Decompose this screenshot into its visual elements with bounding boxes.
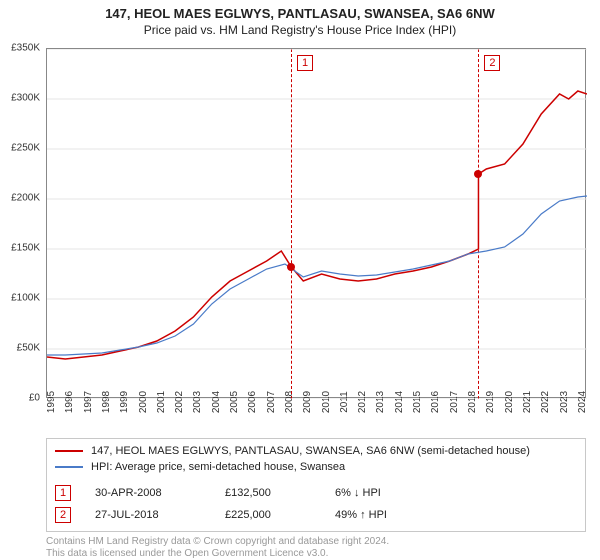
legend-box: 147, HEOL MAES EGLWYS, PANTLASAU, SWANSE…	[46, 438, 586, 532]
transaction-date-2: 27-JUL-2018	[95, 509, 225, 521]
copyright-line1: Contains HM Land Registry data © Crown c…	[46, 536, 389, 548]
transaction-pct-1: 6% ↓ HPI	[335, 487, 455, 499]
transaction-date-1: 30-APR-2008	[95, 487, 225, 499]
transaction-price-1: £132,500	[225, 487, 335, 499]
plot-region: 12	[46, 48, 586, 398]
legend-swatch-property	[55, 450, 83, 452]
transaction-dot-2	[474, 170, 482, 178]
title-line2: Price paid vs. HM Land Registry's House …	[10, 23, 590, 37]
legend-label-property: 147, HEOL MAES EGLWYS, PANTLASAU, SWANSE…	[91, 445, 530, 457]
ytick-label: £300K	[11, 93, 40, 104]
transaction-pct-2: 49% ↑ HPI	[335, 509, 455, 521]
ytick-label: £100K	[11, 293, 40, 304]
copyright-line2: This data is licensed under the Open Gov…	[46, 548, 389, 560]
chart-area: 12 £0£50K£100K£150K£200K£250K£300K£350K1…	[46, 48, 586, 398]
legend-label-hpi: HPI: Average price, semi-detached house,…	[91, 461, 345, 473]
legend-row-property: 147, HEOL MAES EGLWYS, PANTLASAU, SWANSE…	[55, 443, 577, 459]
ytick-label: £0	[29, 393, 40, 404]
chart-title-block: 147, HEOL MAES EGLWYS, PANTLASAU, SWANSE…	[0, 0, 600, 41]
transaction-row-1: 1 30-APR-2008 £132,500 6% ↓ HPI	[55, 483, 577, 503]
ytick-label: £200K	[11, 193, 40, 204]
transaction-chart-badge-2: 2	[484, 55, 500, 71]
transaction-badge-1: 1	[55, 485, 71, 501]
copyright-block: Contains HM Land Registry data © Crown c…	[46, 536, 389, 560]
legend-row-hpi: HPI: Average price, semi-detached house,…	[55, 459, 577, 475]
legend-swatch-hpi	[55, 466, 83, 468]
transaction-badge-2: 2	[55, 507, 71, 523]
transaction-chart-badge-1: 1	[297, 55, 313, 71]
ytick-label: £50K	[17, 343, 40, 354]
transaction-price-2: £225,000	[225, 509, 335, 521]
series-line-property	[47, 91, 587, 359]
ytick-label: £150K	[11, 243, 40, 254]
title-line1: 147, HEOL MAES EGLWYS, PANTLASAU, SWANSE…	[10, 6, 590, 21]
transaction-dot-1	[287, 263, 295, 271]
chart-lines	[47, 49, 587, 399]
ytick-label: £350K	[11, 43, 40, 54]
transaction-row-2: 2 27-JUL-2018 £225,000 49% ↑ HPI	[55, 505, 577, 525]
ytick-label: £250K	[11, 143, 40, 154]
